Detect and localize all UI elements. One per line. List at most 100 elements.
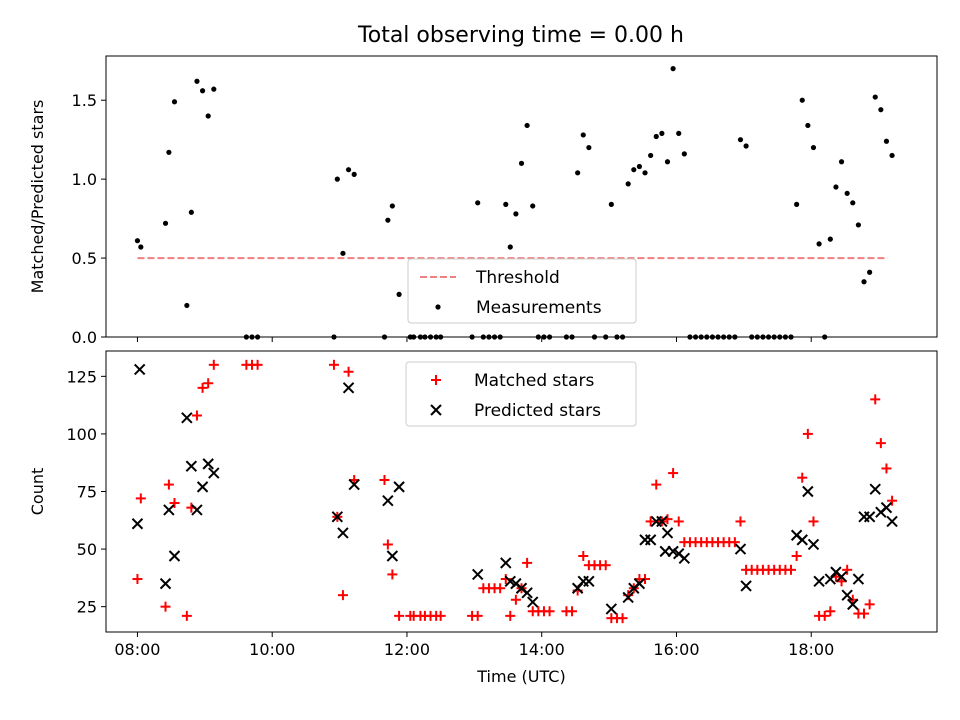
predicted-star-point [796, 534, 808, 546]
predicted-star-point [331, 511, 344, 523]
predicted-star-stroke-b [202, 458, 214, 470]
predicted-star-stroke-b [159, 577, 172, 590]
measurement-point [575, 170, 581, 176]
matched-star-point [387, 569, 398, 580]
predicted-star-stroke-b [337, 527, 349, 539]
measurement-point [351, 171, 357, 177]
legend-box [405, 361, 637, 427]
matched-star-point [379, 474, 390, 485]
matched-star-point [382, 539, 393, 550]
measurement-point [827, 236, 833, 242]
predicted-star-point [393, 481, 405, 493]
predicted-star-stroke-b [521, 587, 533, 599]
matched-star-point [505, 610, 516, 621]
measurement-point [580, 132, 586, 138]
predicted-star-stroke-b [510, 577, 522, 590]
measurement-point [184, 302, 190, 309]
y-tick-label: 50 [77, 540, 97, 559]
matched-star-point [825, 606, 836, 617]
predicted-star-stroke-b [633, 577, 646, 590]
measurement-point [211, 86, 217, 92]
predicted-star-point [527, 596, 539, 608]
predicted-star-stroke-b [471, 568, 484, 581]
predicted-star-stroke-b [168, 550, 181, 562]
matched-star-point [132, 574, 143, 585]
x-axis-label: Time (UTC) [476, 667, 565, 686]
bottom-panel: 08:00 10:00 12:00 14:00 16:00 18:00 25 50 75 100 1… [28, 350, 938, 686]
predicted-star-stroke-b [504, 575, 516, 588]
x-tick-label: 18:00 [788, 640, 834, 659]
y-tick-label: 75 [77, 483, 97, 502]
matched-star-point [859, 608, 870, 619]
predicted-star-stroke-b [181, 412, 193, 424]
y-tick-label: 125 [66, 367, 97, 386]
measurement-point [799, 97, 805, 103]
measurement-point [188, 209, 194, 215]
measurement-point [664, 159, 671, 165]
measurement-point [389, 203, 395, 209]
y-tick-label: 1.5 [72, 91, 97, 110]
matched-star-point [617, 613, 628, 624]
matched-star-point [169, 498, 180, 509]
predicted-star-point [342, 382, 355, 394]
predicted-star-stroke-b [131, 518, 144, 530]
predicted-star-stroke-b [133, 363, 146, 376]
predicted-star-point [644, 534, 657, 546]
measurement-point [205, 113, 211, 119]
predicted-star-stroke-b [348, 478, 360, 491]
matched-star-point [640, 574, 651, 585]
legend-label: Threshold [475, 268, 560, 288]
y-tick-label: 1.0 [72, 170, 97, 189]
predicted-star-point [521, 587, 533, 599]
legend-label: Matched stars [474, 371, 594, 391]
predicted-star-point [813, 575, 825, 588]
predicted-star-point [807, 538, 820, 551]
measurement-point [138, 244, 144, 250]
legend-predicted-swatch-b [430, 404, 442, 416]
matched-star-point [472, 610, 483, 621]
y-tick-label: 25 [77, 598, 97, 617]
measurement-point [816, 241, 822, 247]
matched-star-point [808, 516, 819, 527]
matched-star-point [163, 479, 174, 490]
predicted-star-stroke-b [830, 566, 842, 578]
matched-star-point [328, 359, 339, 370]
predicted-star-stroke-b [163, 504, 175, 516]
predicted-star-point [886, 515, 898, 528]
measurement-point [513, 211, 519, 217]
measurement-point [883, 138, 890, 144]
predicted-star-stroke-b [191, 504, 203, 516]
matched-star-point [191, 410, 202, 421]
measurement-point [199, 88, 206, 94]
matched-star-point [181, 610, 192, 621]
predicted-star-point [852, 573, 865, 585]
predicted-star-point [802, 485, 814, 498]
predicted-star-point [348, 478, 360, 491]
predicted-star-point [471, 568, 484, 581]
matched-star-point [645, 516, 656, 527]
predicted-star-stroke-b [208, 467, 220, 479]
matched-star-point [160, 601, 171, 612]
predicted-star-stroke-b [515, 582, 528, 594]
measurement-point [889, 152, 895, 159]
predicted-star-point [734, 543, 747, 555]
predicted-star-stroke-b [644, 534, 657, 546]
predicted-star-point [208, 467, 220, 479]
predicted-star-point [337, 527, 349, 539]
matched-star-point [203, 378, 214, 389]
measurement-point [844, 190, 850, 196]
matched-star-point [135, 493, 146, 504]
x-tick-label: 12:00 [384, 640, 430, 659]
measurement-point [503, 201, 509, 207]
measurement-point [171, 99, 178, 105]
matched-star-point [394, 610, 405, 621]
chart-title: Total observing time = 0.00 h [357, 23, 684, 48]
matched-star-point [673, 516, 684, 527]
measurement-point [134, 238, 141, 244]
measurement-point [805, 122, 811, 129]
predicted-star-stroke-b [667, 545, 679, 558]
measurement-point [518, 160, 525, 166]
matched-star-point [875, 438, 886, 449]
predicted-star-stroke-b [869, 483, 881, 495]
matched-star-point [887, 495, 898, 506]
